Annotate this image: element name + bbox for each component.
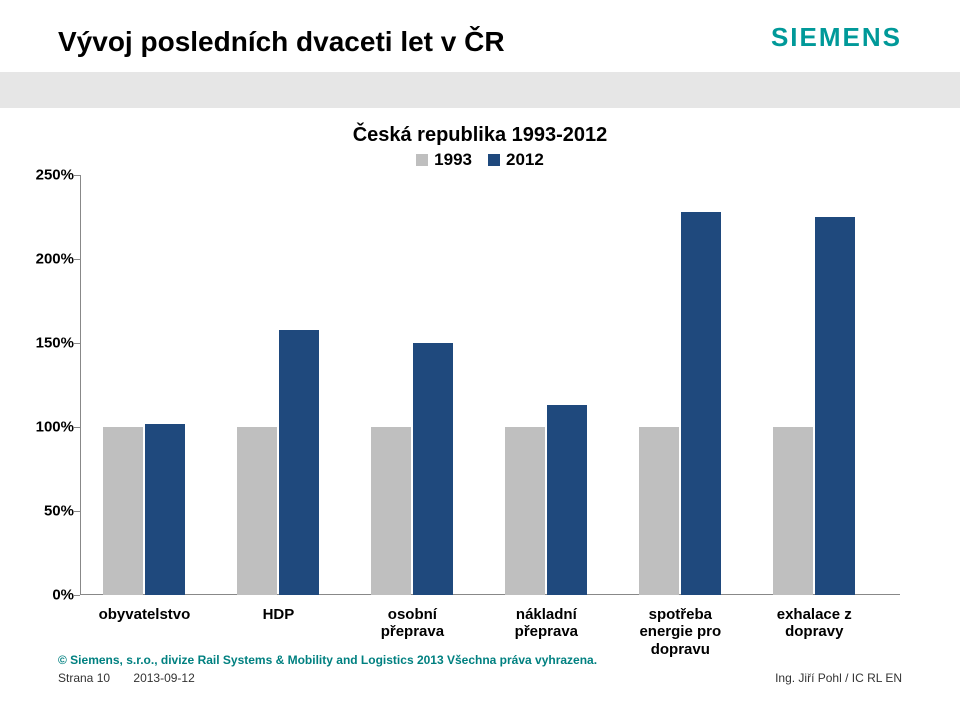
category-label: osobnípřeprava — [347, 606, 477, 641]
category-label: nákladnípřeprava — [481, 606, 611, 641]
bar — [815, 217, 855, 595]
legend-label: 2012 — [506, 150, 544, 169]
y-tick-label: 50% — [14, 503, 74, 520]
footer-date: 2013-09-12 — [133, 671, 194, 685]
category-label: spotřebaenergie prodopravu — [615, 606, 745, 658]
chart-plot-area: 0%50%100%150%200%250% — [80, 175, 900, 595]
bar — [279, 330, 319, 595]
y-axis-labels: 0%50%100%150%200%250% — [30, 175, 74, 595]
chart-title: Česká republika 1993-2012 — [0, 124, 960, 147]
footer-author: Ing. Jiří Pohl / IC RL EN — [775, 671, 902, 685]
category-label: obyvatelstvo — [79, 606, 209, 623]
footer: © Siemens, s.r.o., divize Rail Systems &… — [58, 653, 902, 685]
bar — [639, 427, 679, 595]
y-tick-label: 200% — [14, 251, 74, 268]
bar — [237, 427, 277, 595]
legend-item: 2012 — [488, 150, 544, 170]
category-label: HDP — [213, 606, 343, 623]
bar — [413, 343, 453, 595]
y-tick-label: 250% — [14, 167, 74, 184]
bar — [371, 427, 411, 595]
bar — [547, 405, 587, 595]
copyright-text: © Siemens, s.r.o., divize Rail Systems &… — [58, 653, 902, 667]
bar — [145, 424, 185, 595]
bar — [681, 212, 721, 595]
page-number: Strana 10 — [58, 671, 110, 685]
chart-legend: 1993 2012 — [0, 150, 960, 170]
bar — [103, 427, 143, 595]
page-title: Vývoj posledních dvaceti let v ČR — [58, 26, 505, 58]
legend-label: 1993 — [434, 150, 472, 169]
bar — [505, 427, 545, 595]
siemens-logo: SIEMENS — [771, 22, 902, 53]
legend-swatch — [416, 154, 428, 166]
y-tick-label: 100% — [14, 419, 74, 436]
legend-swatch — [488, 154, 500, 166]
bar — [773, 427, 813, 595]
category-label: exhalace zdopravy — [749, 606, 879, 641]
y-tick-label: 0% — [14, 587, 74, 604]
header-band — [0, 72, 960, 108]
legend-item: 1993 — [416, 150, 472, 170]
footer-left: Strana 10 2013-09-12 — [58, 671, 195, 685]
category-labels: obyvatelstvoHDPosobnípřepravanákladnípře… — [80, 600, 900, 650]
y-tick-label: 150% — [14, 335, 74, 352]
y-axis — [80, 175, 81, 595]
